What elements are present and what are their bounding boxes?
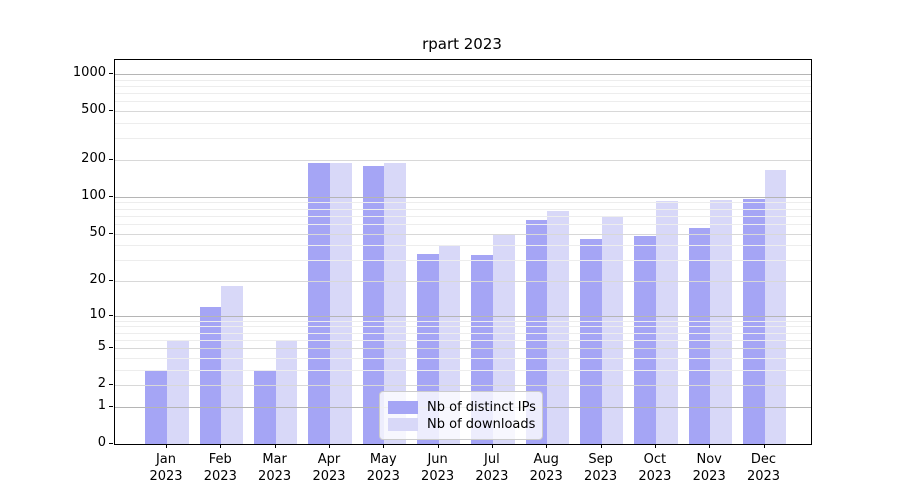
bar-downloads-mar xyxy=(275,339,298,444)
gridline-minor-4 xyxy=(115,357,811,359)
bar-distinct-ips-feb xyxy=(199,306,222,444)
gridline-1000 xyxy=(115,74,811,75)
x-tick-label-sep: Sep 2023 xyxy=(584,452,618,484)
gridline-minor-8 xyxy=(115,326,811,328)
gridline-5 xyxy=(115,348,811,350)
gridline-minor-40 xyxy=(115,245,811,247)
legend-swatch-distinct-ips xyxy=(388,400,418,414)
gridline-10 xyxy=(115,315,811,317)
x-tick-label-aug: Aug 2023 xyxy=(529,452,563,484)
bar-downloads-sep xyxy=(601,215,624,444)
bar-downloads-jan xyxy=(167,339,189,444)
x-tick-label-jun: Jun 2023 xyxy=(421,452,455,484)
x-tick-sep xyxy=(600,444,602,448)
x-tick-jun xyxy=(437,444,439,448)
legend-label-downloads: Nb of downloads xyxy=(427,416,536,432)
gridline-minor-7 xyxy=(115,332,811,334)
gridline-20 xyxy=(115,281,811,282)
legend-label-distinct-ips: Nb of distinct IPs xyxy=(427,399,536,415)
bar-distinct-ips-may xyxy=(362,165,385,444)
legend: Nb of distinct IPs Nb of downloads xyxy=(379,391,543,440)
gridline-200 xyxy=(115,160,811,161)
gridline-500 xyxy=(115,111,811,113)
x-tick-jul xyxy=(491,444,493,448)
y-tick-label-0: 0 xyxy=(97,435,106,450)
y-tick-label-200: 200 xyxy=(81,151,106,166)
x-tick-feb xyxy=(220,444,222,448)
chart-title: rpart 2023 xyxy=(422,35,502,53)
bar-downloads-oct xyxy=(655,201,678,444)
y-tick-2 xyxy=(109,384,113,386)
bar-distinct-ips-sep xyxy=(579,239,602,444)
y-tick-200 xyxy=(109,159,113,160)
gridline-minor-400 xyxy=(115,123,811,124)
legend-entry-downloads: Nb of downloads xyxy=(388,416,536,432)
y-tick-500 xyxy=(109,110,113,112)
x-tick-jan xyxy=(166,444,167,448)
gridline-2 xyxy=(115,385,811,387)
y-tick-100 xyxy=(109,195,113,197)
gridline-minor-80 xyxy=(115,208,811,210)
legend-swatch-downloads xyxy=(388,417,418,431)
x-tick-aug xyxy=(546,444,548,448)
gridline-minor-90 xyxy=(115,202,811,204)
y-tick-20 xyxy=(109,280,113,281)
y-tick-label-50: 50 xyxy=(89,224,106,240)
x-tick-apr xyxy=(329,444,330,448)
x-tick-label-nov: Nov 2023 xyxy=(692,452,726,484)
y-tick-0 xyxy=(109,443,113,444)
y-tick-label-20: 20 xyxy=(89,272,106,287)
x-tick-label-mar: Mar 2023 xyxy=(258,452,292,484)
bar-distinct-ips-apr xyxy=(308,163,330,444)
y-tick-label-1000: 1000 xyxy=(72,65,106,80)
gridline-50 xyxy=(115,233,811,235)
y-tick-label-2: 2 xyxy=(97,376,106,392)
x-tick-dec xyxy=(763,444,765,448)
gridline-minor-700 xyxy=(115,93,811,95)
y-tick-label-5: 5 xyxy=(97,339,106,355)
bar-distinct-ips-aug xyxy=(525,219,548,444)
gridline-minor-30 xyxy=(115,260,811,262)
x-tick-mar xyxy=(274,444,276,448)
y-tick-5 xyxy=(109,347,113,349)
gridline-minor-60 xyxy=(115,223,811,225)
gridline-minor-900 xyxy=(115,79,811,81)
x-tick-label-jan: Jan 2023 xyxy=(149,452,183,484)
bar-downloads-may xyxy=(384,163,406,444)
bar-downloads-apr xyxy=(329,163,352,444)
x-tick-label-dec: Dec 2023 xyxy=(746,452,781,484)
gridline-minor-6 xyxy=(115,339,811,341)
y-tick-1 xyxy=(109,405,113,407)
gridline-minor-3 xyxy=(115,369,811,371)
gridline-minor-800 xyxy=(115,86,811,87)
x-tick-label-jul: Jul 2023 xyxy=(475,452,509,484)
y-tick-label-10: 10 xyxy=(89,306,106,322)
x-tick-oct xyxy=(654,444,656,448)
gridline-100 xyxy=(115,196,811,198)
x-tick-label-feb: Feb 2023 xyxy=(203,452,237,484)
gridline-minor-600 xyxy=(115,101,811,103)
y-tick-10 xyxy=(109,314,113,316)
y-tick-1000 xyxy=(109,73,113,74)
bar-downloads-feb xyxy=(221,286,243,444)
x-tick-may xyxy=(383,444,385,448)
gridline-minor-70 xyxy=(115,215,811,217)
y-tick-label-100: 100 xyxy=(81,187,106,203)
y-tick-label-1: 1 xyxy=(97,397,106,413)
x-tick-label-oct: Oct 2023 xyxy=(638,452,672,484)
y-tick-label-500: 500 xyxy=(81,102,106,118)
gridline-minor-300 xyxy=(115,138,811,140)
bar-distinct-ips-nov xyxy=(688,228,711,444)
x-tick-label-may: May 2023 xyxy=(366,452,400,484)
y-tick-50 xyxy=(109,232,113,234)
bar-downloads-dec xyxy=(764,169,787,444)
x-tick-label-apr: Apr 2023 xyxy=(312,452,346,484)
x-tick-nov xyxy=(709,444,711,448)
gridline-minor-9 xyxy=(115,320,811,322)
plot-area xyxy=(114,59,812,445)
legend-entry-distinct-ips: Nb of distinct IPs xyxy=(388,399,536,415)
